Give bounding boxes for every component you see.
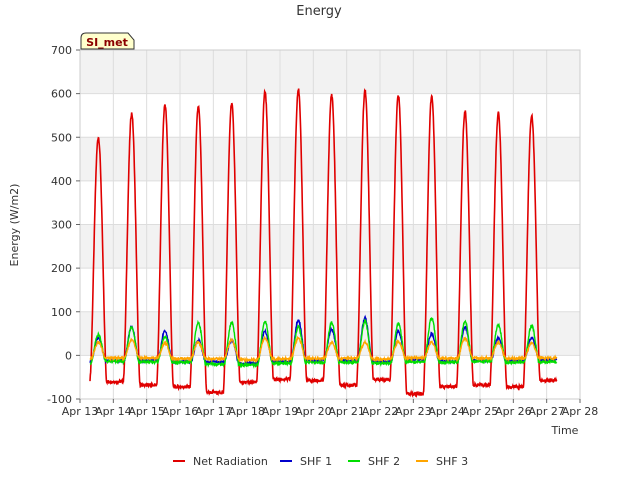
y-axis-ticks: -100 0 100 200 300 400 500 600 700 bbox=[47, 44, 80, 406]
x-tick-label: Apr 14 bbox=[95, 405, 132, 418]
x-tick-label: Apr 17 bbox=[195, 405, 232, 418]
x-tick-label: Apr 24 bbox=[428, 405, 465, 418]
y-tick-label: 700 bbox=[51, 44, 72, 57]
y-tick-label: 500 bbox=[51, 131, 72, 144]
y-tick-label: 200 bbox=[51, 262, 72, 275]
background-band bbox=[80, 224, 580, 269]
background-band bbox=[80, 355, 580, 399]
x-tick-label: Apr 23 bbox=[395, 405, 432, 418]
legend-item: SHF 2 bbox=[348, 455, 400, 468]
y-tick-label: -100 bbox=[47, 393, 72, 406]
y-tick-label: 400 bbox=[51, 175, 72, 188]
site-label-box: SI_met bbox=[80, 32, 135, 50]
x-tick-label: Apr 18 bbox=[228, 405, 265, 418]
legend-item: SHF 1 bbox=[280, 455, 332, 468]
x-tick-label: Apr 16 bbox=[162, 405, 199, 418]
x-tick-label: Apr 25 bbox=[462, 405, 499, 418]
chart-title: Energy bbox=[296, 4, 342, 19]
x-tick-label: Apr 27 bbox=[528, 405, 565, 418]
x-tick-label: Apr 19 bbox=[262, 405, 299, 418]
legend-label: SHF 3 bbox=[436, 455, 468, 468]
series-lines bbox=[89, 87, 558, 399]
background-band bbox=[80, 180, 580, 225]
y-tick-label: 0 bbox=[65, 349, 72, 362]
series-line-shf-2 bbox=[89, 317, 558, 369]
y-tick-label: 600 bbox=[51, 88, 72, 101]
legend: Net Radiation SHF 1 SHF 2 SHF 3 bbox=[173, 455, 468, 468]
x-tick-label: Apr 26 bbox=[495, 405, 532, 418]
y-tick-label: 300 bbox=[51, 219, 72, 232]
legend-label: Net Radiation bbox=[193, 455, 268, 468]
background-band bbox=[80, 50, 580, 94]
x-tick-label: Apr 13 bbox=[62, 405, 99, 418]
background-band bbox=[80, 268, 580, 312]
series-line-net-radiation bbox=[89, 87, 558, 399]
legend-label: SHF 2 bbox=[368, 455, 400, 468]
x-tick-label: Apr 20 bbox=[295, 405, 332, 418]
y-axis-label: Energy (W/m2) bbox=[8, 184, 21, 267]
x-tick-label: Apr 22 bbox=[362, 405, 399, 418]
series-line-shf-3 bbox=[89, 335, 558, 364]
y-tick-label: 100 bbox=[51, 306, 72, 319]
legend-item: SHF 3 bbox=[416, 455, 468, 468]
background-band bbox=[80, 137, 580, 181]
legend-item: Net Radiation bbox=[173, 455, 268, 468]
x-axis-label: Time bbox=[551, 424, 579, 437]
site-label: SI_met bbox=[86, 36, 128, 49]
x-tick-label: Apr 15 bbox=[128, 405, 165, 418]
legend-label: SHF 1 bbox=[300, 455, 332, 468]
background-bands bbox=[80, 50, 580, 399]
x-tick-label: Apr 28 bbox=[562, 405, 599, 418]
x-tick-label: Apr 21 bbox=[328, 405, 365, 418]
